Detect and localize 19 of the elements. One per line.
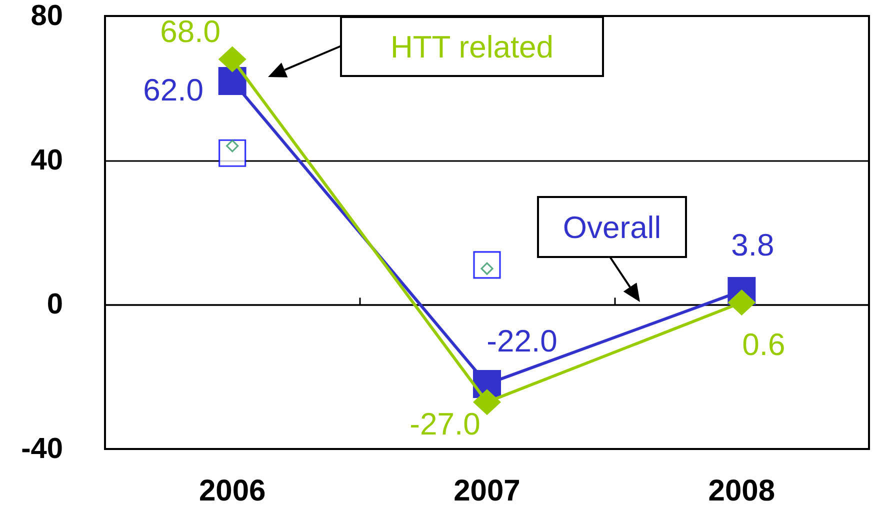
point <box>218 66 246 95</box>
data-label: -27.0 <box>410 406 480 442</box>
y-tick-label: 80 <box>30 0 63 32</box>
data-label: 68.0 <box>160 14 221 49</box>
y-tick-label: 0 <box>46 288 63 321</box>
point <box>226 140 239 152</box>
data-label: 0.6 <box>742 327 786 362</box>
x-tick-label: 2008 <box>708 474 776 508</box>
y-tick-label: 40 <box>30 144 63 176</box>
text: Overall <box>562 210 662 245</box>
data-label: 62.0 <box>143 72 204 108</box>
text: HTT related <box>390 30 554 64</box>
data-label: 3.8 <box>731 227 774 262</box>
data-label: -22.0 <box>486 324 558 359</box>
x-tick-label: 2006 <box>198 474 266 508</box>
point <box>218 46 246 72</box>
point <box>728 290 756 316</box>
x-tick-label: 2007 <box>454 474 520 508</box>
y-tick-label: -40 <box>21 433 63 465</box>
